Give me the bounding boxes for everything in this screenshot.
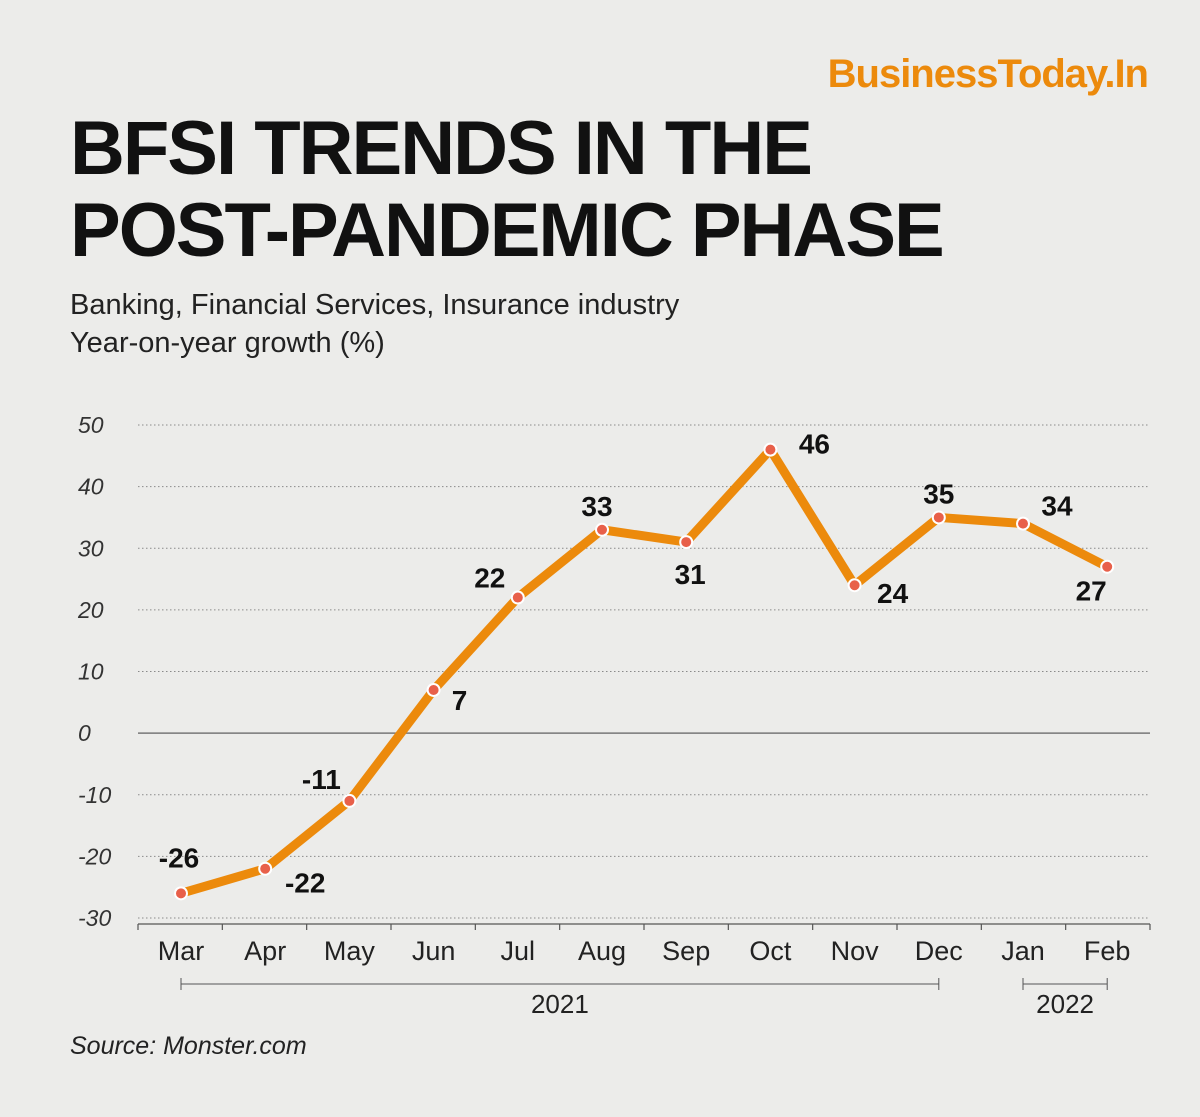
data-point xyxy=(1100,559,1115,574)
data-label: -26 xyxy=(159,842,199,873)
data-point xyxy=(174,886,188,901)
data-label: 33 xyxy=(581,491,612,522)
chart-subtitle: Banking, Financial Services, Insurance i… xyxy=(70,286,679,362)
data-point xyxy=(595,522,609,537)
data-point xyxy=(426,682,441,697)
x-tick-label: Nov xyxy=(831,936,880,966)
data-label: 24 xyxy=(877,578,909,609)
data-point xyxy=(931,510,946,525)
brand-logo: BusinessToday.In xyxy=(827,52,1149,96)
x-tick-label: May xyxy=(324,936,376,966)
data-point xyxy=(847,578,862,593)
y-tick-label: -10 xyxy=(78,782,111,808)
data-label: 46 xyxy=(799,429,830,460)
chart-title: BFSI TRENDS IN THE POST-PANDEMIC PHASE xyxy=(70,108,1170,272)
data-label: -11 xyxy=(302,764,341,795)
data-label: 34 xyxy=(1041,491,1073,522)
x-tick-label: Jun xyxy=(412,936,456,966)
data-label: 31 xyxy=(675,559,706,590)
data-label: 27 xyxy=(1076,576,1107,607)
data-point xyxy=(679,535,694,550)
x-tick-label: Aug xyxy=(578,936,626,966)
data-point xyxy=(342,793,357,808)
data-point xyxy=(258,861,273,876)
year-label: 2022 xyxy=(1036,989,1094,1019)
x-tick-label: Mar xyxy=(158,936,205,966)
data-point xyxy=(510,590,525,605)
x-tick-label: Jan xyxy=(1001,936,1045,966)
y-tick-label: 40 xyxy=(78,474,104,500)
chart-subtitle-line-1: Banking, Financial Services, Insurance i… xyxy=(70,289,680,321)
y-tick-label: 10 xyxy=(78,659,104,685)
year-label: 2021 xyxy=(531,989,589,1019)
chart-subtitle-line-2: Year-on-year growth (%) xyxy=(70,327,385,359)
x-tick-label: Feb xyxy=(1084,936,1131,966)
x-tick-label: Jul xyxy=(501,936,536,966)
chart-title-line-1: BFSI TRENDS IN THE xyxy=(70,106,813,191)
y-tick-label: -30 xyxy=(78,905,111,931)
y-tick-label: 20 xyxy=(77,597,104,623)
data-label: 7 xyxy=(452,685,468,716)
y-tick-label: -20 xyxy=(78,843,111,869)
data-point xyxy=(763,442,778,457)
source-note: Source: Monster.com xyxy=(70,1032,307,1060)
x-tick-label: Oct xyxy=(749,936,792,966)
data-label: -22 xyxy=(285,868,325,899)
chart-title-line-2: POST-PANDEMIC PHASE xyxy=(70,188,945,273)
x-tick-label: Sep xyxy=(662,936,710,966)
y-tick-label: 50 xyxy=(78,412,104,438)
data-label: 35 xyxy=(923,478,954,509)
x-tick-label: Apr xyxy=(244,936,286,966)
y-tick-label: 30 xyxy=(78,535,104,561)
y-tick-label: 0 xyxy=(78,720,91,746)
series-line xyxy=(176,445,1112,898)
x-tick-label: Dec xyxy=(915,936,963,966)
data-point xyxy=(1016,516,1030,531)
data-label: 22 xyxy=(474,563,505,594)
